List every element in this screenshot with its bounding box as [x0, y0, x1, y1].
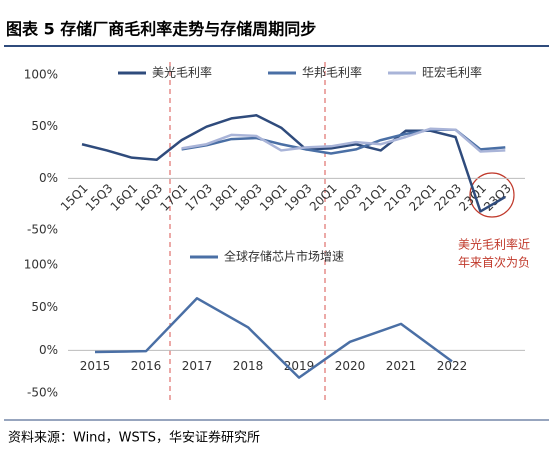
x-tick-label: 2018 [233, 359, 264, 373]
y-tick-label: 50% [31, 300, 58, 314]
x-tick-label: 2022 [437, 359, 468, 373]
x-tick-label: 15Q3 [83, 181, 116, 214]
x-tick-label: 2016 [131, 359, 162, 373]
series-line [94, 297, 453, 379]
x-tick-label: 18Q1 [207, 181, 240, 214]
x-tick-label: 2017 [182, 359, 213, 373]
source: 资料来源：Wind，WSTS，华安证券研究所 [8, 430, 260, 446]
y-tick-label: 0% [39, 171, 58, 185]
x-tick-label: 17Q1 [157, 181, 190, 214]
x-tick-label: 21Q1 [357, 181, 390, 214]
x-tick-label: 16Q1 [108, 181, 141, 214]
x-tick-label: 19Q1 [257, 181, 290, 214]
x-tick-label: 21Q3 [382, 181, 415, 214]
x-tick-label: 2021 [386, 359, 417, 373]
x-tick-label: 15Q1 [58, 181, 91, 214]
legend-label: 美光毛利率 [152, 65, 212, 80]
y-tick-label: 100% [24, 68, 58, 82]
x-tick-label: 20Q1 [307, 181, 340, 214]
y-tick-label: 50% [31, 119, 58, 133]
annotation: 年来首次为负 [458, 256, 530, 270]
x-tick-label: 2020 [335, 359, 366, 373]
highlight-circle [469, 172, 515, 218]
x-tick-label: 2015 [80, 359, 111, 373]
legend-label: 全球存储芯片市场增速 [224, 249, 344, 264]
x-tick-label: 22Q3 [431, 181, 464, 214]
x-tick-label: 20Q3 [332, 181, 365, 214]
chart-title: 图表 5 存储厂商毛利率走势与存储周期同步 [6, 20, 316, 39]
x-tick-label: 18Q3 [232, 181, 265, 214]
x-tick-label: 16Q3 [133, 181, 166, 214]
x-tick-label: 17Q3 [182, 181, 215, 214]
legend-label: 华邦毛利率 [302, 65, 362, 80]
y-tick-label: 100% [24, 258, 58, 272]
series-line [81, 114, 506, 213]
x-tick-label: 22Q1 [406, 181, 439, 214]
annotation: 美光毛利率近 [458, 237, 530, 252]
series-line [181, 127, 506, 153]
y-tick-label: -50% [27, 386, 58, 400]
y-tick-label: 0% [39, 343, 58, 357]
x-tick-label: 19Q3 [282, 181, 315, 214]
y-tick-label: -50% [27, 223, 58, 237]
legend-label: 旺宏毛利率 [422, 65, 482, 80]
